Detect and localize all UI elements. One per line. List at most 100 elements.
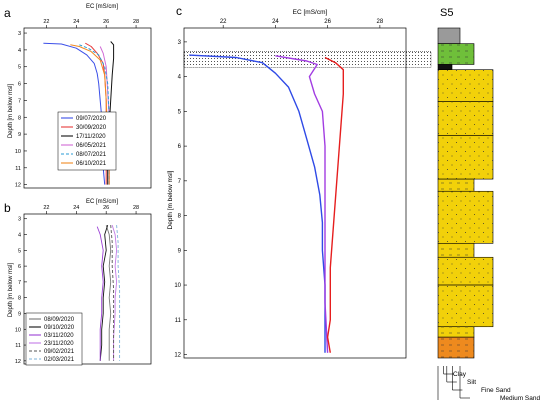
log-layer-texture-7 <box>438 179 474 192</box>
series-line-5 <box>79 44 110 185</box>
panel-a: a EC [mS/cm] Depth [m below msl] 22 24 26 2… <box>4 4 152 189</box>
x-tick-label: 28 <box>133 205 139 211</box>
legend-entry: 30/09/2020 <box>76 125 107 131</box>
legend-entry: 09/02/2021 <box>44 349 75 355</box>
grain-size-medium-sand-label: Medium Sand <box>500 395 540 402</box>
stratigraphic-log: S5 Clay Silt Fine Sand Medium Sand <box>437 7 540 402</box>
y-tick-label: 9 <box>178 248 182 254</box>
x-tick-label: 28 <box>377 19 384 25</box>
y-tick-label: 3 <box>18 217 21 223</box>
log-layer-texture-10 <box>438 257 493 286</box>
x-tick-label: 24 <box>73 19 79 25</box>
y-tick-label: 10 <box>15 149 21 155</box>
panel-c: c EC [mS/cm] Depth [m below msl] 22 24 26 2… <box>167 4 432 359</box>
series-line-1 <box>105 224 112 361</box>
y-tick-label: 8 <box>18 296 21 302</box>
x-axis-title-b: EC [mS/cm] <box>86 199 118 205</box>
plot-frame <box>23 213 152 365</box>
y-tick-label: 4 <box>18 233 21 239</box>
legend-entry: 08/09/2020 <box>44 317 75 323</box>
plot-frame <box>183 27 407 359</box>
series-line-6 <box>116 225 121 361</box>
y-tick-label: 3 <box>18 31 21 37</box>
y-tick-label: 10 <box>174 283 181 289</box>
legend-entry: 06/10/2021 <box>76 161 107 167</box>
y-tick-label: 6 <box>18 264 21 270</box>
panel-label-a: a <box>4 6 11 20</box>
y-tick-label: 3 <box>178 40 182 46</box>
y-tick-label: 8 <box>18 115 21 121</box>
x-tick-label: 26 <box>324 19 331 25</box>
log-layer-texture-2 <box>438 43 474 65</box>
y-tick-label: 5 <box>18 248 21 254</box>
log-layer-texture-6 <box>438 135 493 180</box>
legend-entry: 09/10/2020 <box>44 325 75 331</box>
grain-size-legend: Clay Silt Fine Sand Medium Sand <box>453 371 540 402</box>
y-tick-label: 5 <box>18 65 21 71</box>
grain-size-silt-label: Silt <box>467 379 476 386</box>
series-line-5 <box>110 225 115 361</box>
legend-entry: 09/07/2020 <box>76 116 107 122</box>
x-tick-label: 22 <box>220 19 227 25</box>
legend-entry: 17/11/2020 <box>76 134 106 140</box>
x-axis-title-c: EC [mS/cm] <box>293 9 328 16</box>
legend-box <box>57 111 117 171</box>
x-tick-label: 28 <box>133 19 139 25</box>
y-tick-label: 7 <box>178 179 182 185</box>
y-tick-label: 6 <box>178 144 182 150</box>
series-line-1 <box>189 54 326 353</box>
y-tick-label: 11 <box>175 318 182 324</box>
log-layer-texture-5 <box>438 101 493 136</box>
log-layer-texture-8 <box>438 191 493 244</box>
y-tick-label: 7 <box>18 280 21 286</box>
y-tick-label: 10 <box>15 327 21 333</box>
log-title: S5 <box>440 7 453 19</box>
log-layer-texture-11 <box>438 285 493 327</box>
series-line-2 <box>99 224 109 361</box>
y-tick-label: 8 <box>178 214 182 220</box>
log-layer-texture-13 <box>438 337 474 358</box>
panel-label-b: b <box>4 201 11 215</box>
x-tick-label: 26 <box>103 19 109 25</box>
legend-box <box>25 312 83 366</box>
x-axis-title-a: EC [mS/cm] <box>86 4 118 10</box>
y-tick-label: 4 <box>18 48 21 54</box>
log-layer-3 <box>437 64 453 70</box>
y-tick-label: 12 <box>174 353 181 359</box>
y-axis-title-c: Depth [m below msl] <box>167 170 174 229</box>
legend-entry: 02/03/2021 <box>44 357 75 363</box>
series-line-4 <box>111 224 118 361</box>
panel-label-c: c <box>176 4 182 18</box>
legend-entry: 08/07/2021 <box>76 152 107 158</box>
plot-frame <box>23 27 152 189</box>
legend-entry: 03/11/2020 <box>44 333 74 339</box>
y-tick-label: 5 <box>178 109 182 115</box>
series-line-3 <box>96 226 104 361</box>
shaded-depth-band <box>183 51 432 68</box>
legend-entry: 06/05/2021 <box>76 143 107 149</box>
log-layer-texture-9 <box>438 243 474 258</box>
series-line-2 <box>275 55 329 353</box>
y-tick-label: 11 <box>15 343 21 349</box>
y-tick-label: 7 <box>18 98 21 104</box>
grain-size-fine-sand-label: Fine Sand <box>481 387 511 394</box>
log-layer-1 <box>437 27 461 44</box>
y-tick-label: 6 <box>18 82 21 88</box>
series-line-3 <box>324 56 344 353</box>
y-tick-label: 11 <box>15 166 21 172</box>
y-axis-title-b: Depth [m below msl] <box>8 262 14 317</box>
x-tick-label: 22 <box>43 19 49 25</box>
x-tick-label: 24 <box>73 205 79 211</box>
y-tick-label: 12 <box>15 359 21 365</box>
y-tick-label: 4 <box>178 75 182 81</box>
y-axis-title-a: Depth [m below msl] <box>8 83 14 138</box>
panel-b: b EC [mS/cm] Depth [m below msl] 22 24 26 2… <box>4 199 152 366</box>
x-tick-label: 22 <box>43 205 49 211</box>
x-tick-label: 26 <box>103 205 109 211</box>
y-tick-label: 9 <box>18 311 21 317</box>
legend-entry: 23/11/2020 <box>44 341 74 347</box>
log-layer-texture-12 <box>438 326 474 338</box>
x-tick-label: 24 <box>272 19 279 25</box>
log-layer-texture-4 <box>438 69 493 102</box>
